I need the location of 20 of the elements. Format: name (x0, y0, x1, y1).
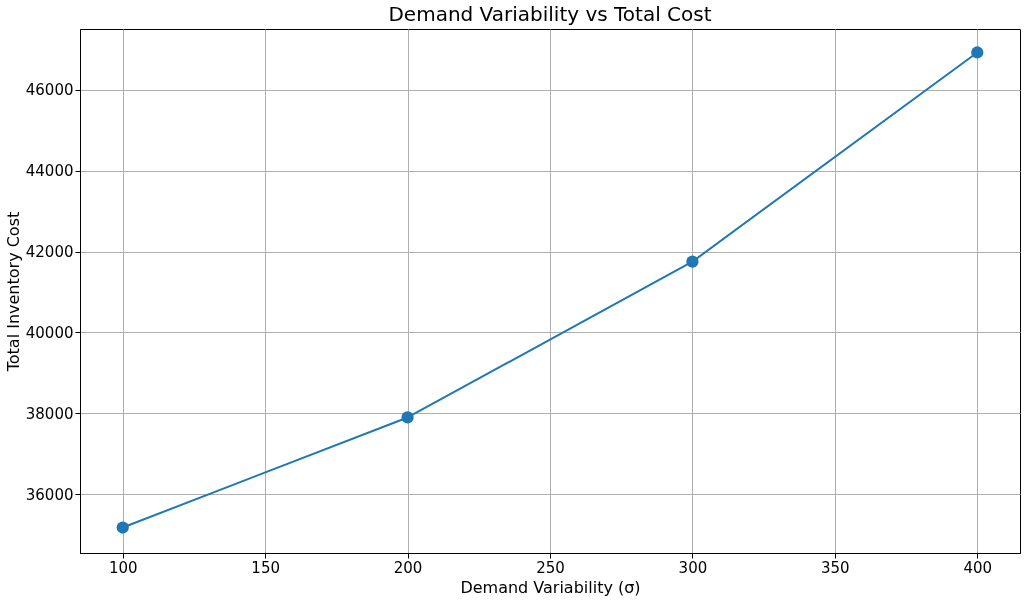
y-axis-title: Total Inventory Cost (3, 211, 23, 373)
point (401, 411, 414, 424)
x-tick-label: 150 (251, 558, 280, 577)
y-tick-label: 40000 (25, 323, 74, 342)
y-tick-label: 38000 (25, 404, 74, 423)
point (686, 255, 699, 268)
point (971, 46, 984, 59)
y-tick-label: 36000 (25, 485, 74, 504)
x-axis-title: Demand Variability (σ) (460, 577, 641, 597)
point (116, 521, 129, 534)
x-tick-label: 400 (963, 558, 993, 577)
y-tick-label: 44000 (25, 162, 74, 181)
y-tick-label: 42000 (25, 243, 74, 262)
x-tick-label: 250 (536, 558, 565, 577)
x-tick-label: 350 (821, 558, 850, 577)
chart-title: Demand Variability vs Total Cost (388, 2, 712, 26)
y-tick-label: 46000 (25, 81, 74, 100)
x-tick-label: 200 (393, 558, 423, 577)
x-tick-label: 100 (108, 558, 138, 577)
x-tick-label: 300 (678, 558, 708, 577)
